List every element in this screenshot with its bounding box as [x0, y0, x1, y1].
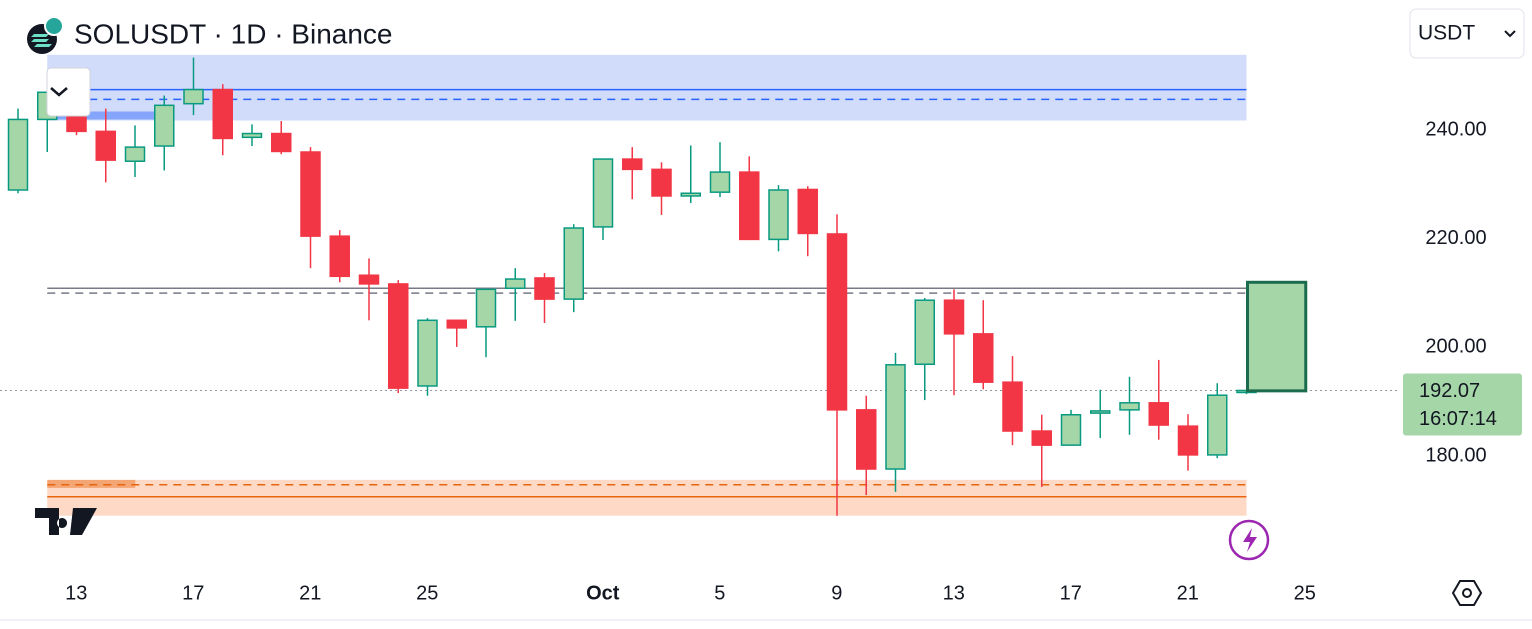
last-price-label: 192.07: [1419, 380, 1480, 402]
candle-body: [7, 118, 29, 191]
candle-body: [271, 132, 292, 153]
x-tick-label: 21: [1177, 582, 1199, 604]
chart-title: SOLUSDT · 1D · Binance: [74, 18, 393, 49]
alert-button[interactable]: [1228, 519, 1270, 561]
candle-body: [66, 116, 87, 133]
x-tick-label: 17: [182, 582, 204, 604]
candle-body: [1090, 410, 1111, 414]
candle-body: [914, 299, 935, 366]
candle-body: [417, 319, 438, 387]
x-tick-label: 13: [943, 582, 965, 604]
exchange-badge: [44, 16, 64, 36]
x-tick-label: 5: [714, 582, 725, 604]
candle-body: [300, 151, 321, 237]
collapse-button[interactable]: [46, 67, 91, 117]
candle-body: [826, 233, 848, 411]
y-tick-label: 180.00: [1425, 444, 1486, 466]
chevron: [50, 87, 68, 97]
candle-body: [446, 319, 467, 329]
candle-body: [739, 171, 760, 241]
candle-body: [680, 192, 701, 197]
candle-body: [154, 104, 175, 147]
candle-body: [622, 158, 643, 171]
y-tick-label: 200.00: [1425, 336, 1486, 358]
tv-logo: [35, 508, 97, 535]
zone-marker: [47, 479, 136, 488]
candle-body: [797, 188, 818, 235]
candle-body: [1148, 402, 1169, 426]
candle-body: [1207, 394, 1228, 456]
candle-body: [241, 132, 263, 139]
candle-body: [768, 189, 789, 241]
candle-body: [212, 88, 233, 140]
candle-body: [475, 288, 497, 328]
overlay-layer: [1246, 280, 1308, 393]
candle-body: [183, 88, 204, 105]
x-tick-label: 25: [1294, 582, 1316, 604]
candle-body: [973, 333, 994, 383]
settings-button[interactable]: [1451, 580, 1483, 606]
x-tick-label: 9: [831, 582, 842, 604]
zone-marker: [47, 111, 156, 120]
alert-bolt: [1243, 528, 1257, 552]
zone: [47, 479, 1247, 516]
candle-body: [358, 274, 380, 285]
candle-body: [534, 277, 555, 300]
candle-body: [1119, 402, 1140, 411]
x-tick-label: 17: [1060, 582, 1082, 604]
x-tick-label: 25: [416, 582, 438, 604]
settings-dot: [1462, 588, 1472, 598]
candle-body: [563, 227, 584, 300]
zone: [47, 54, 1247, 121]
currency-box[interactable]: [1409, 8, 1525, 59]
collapse-button-box[interactable]: [46, 67, 91, 117]
x-tick-label: Oct: [586, 582, 620, 604]
candle-body: [709, 171, 731, 193]
projection-box: [1246, 280, 1308, 393]
currency-select[interactable]: USDT: [1409, 8, 1525, 59]
price-label-box: [1403, 373, 1522, 436]
candle-body: [95, 130, 116, 161]
candle-body: [651, 168, 672, 197]
candle-body: [505, 278, 526, 290]
candle-body: [885, 364, 906, 470]
candle-body: [1002, 381, 1023, 432]
x-tick-label: 21: [299, 582, 321, 604]
countdown-label: 16:07:14: [1419, 408, 1497, 430]
currency-label: USDT: [1418, 22, 1475, 45]
candle-body: [943, 299, 965, 335]
candle-body: [1060, 413, 1082, 446]
candle-body: [124, 146, 146, 162]
candle-body: [329, 235, 350, 278]
x-tick-label: 13: [65, 582, 87, 604]
candle-body: [388, 283, 409, 389]
symbol-logo-mark: [31, 34, 52, 47]
candle-body: [856, 409, 877, 470]
settings-hexagon[interactable]: [1451, 580, 1483, 606]
candle-body: [1177, 425, 1199, 456]
candle-body: [1031, 430, 1052, 446]
y-tick-label: 240.00: [1425, 119, 1486, 141]
zones-layer: [0, 54, 1400, 516]
y-tick-label: 220.00: [1425, 227, 1486, 249]
candles-layer: [7, 57, 1257, 516]
chevron: [1504, 30, 1516, 38]
candle-body: [592, 158, 614, 228]
